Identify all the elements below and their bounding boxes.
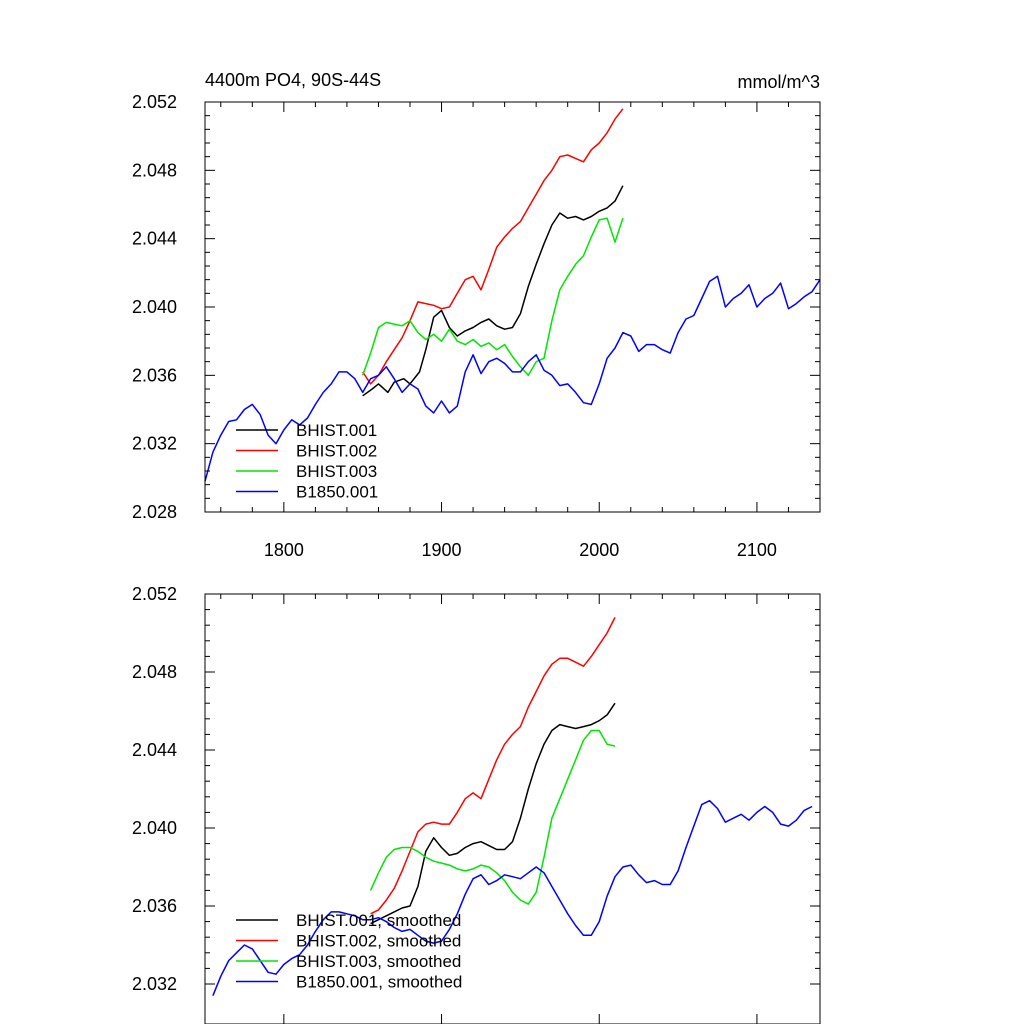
x-axis: 1800 1900 2000 2100 (220, 102, 821, 560)
series-group (212, 617, 813, 996)
legend-label: BHIST.003, smoothed (296, 952, 461, 971)
y-axis: 2.032 2.036 2.040 2.044 2.048 2.052 (132, 584, 820, 994)
x-tick-label: 1800 (264, 540, 304, 560)
y-tick-label: 2.040 (132, 818, 177, 838)
y-tick-label: 2.036 (132, 896, 177, 916)
panel-bottom: 2.032 2.036 2.040 2.044 2.048 2.052 BHIST.001… (132, 584, 821, 1024)
series-line-4 (204, 275, 821, 482)
y-tick-label: 2.048 (132, 160, 177, 180)
legend-label: BHIST.001, smoothed (296, 911, 461, 930)
legend-label: B1850.001, smoothed (296, 973, 462, 992)
legend-label: B1850.001 (296, 483, 378, 502)
chart-title: 4400m PO4, 90S-44S (205, 70, 381, 90)
series-line-3 (369, 729, 616, 905)
legend: BHIST.001, smoothed BHIST.002, smoothedBH… (236, 911, 462, 992)
series-group (204, 108, 821, 482)
y-tick-label: 2.040 (132, 297, 177, 317)
y-axis: 2.028 2.032 2.036 2.040 2.044 2.048 2.052 (132, 92, 820, 522)
y-tick-label: 2.052 (132, 584, 177, 604)
series-line-3 (361, 217, 624, 377)
y-tick-label: 2.048 (132, 662, 177, 682)
x-tick-label: 2100 (737, 540, 777, 560)
panel-top: 4400m PO4, 90S-44S mmol/m^3 2.0282.0322.… (132, 70, 821, 560)
y-tick-label: 2.044 (132, 740, 177, 760)
legend-label: BHIST.002 (296, 442, 377, 461)
y-tick-label: 2.032 (132, 974, 177, 994)
x-tick-label: 2000 (579, 540, 619, 560)
plot-frame (204, 593, 821, 1024)
y-tick-label: 2.036 (132, 365, 177, 385)
series-line-1 (362, 185, 624, 397)
legend-label: BHIST.002, smoothed (296, 932, 461, 951)
series-line-2 (362, 108, 624, 385)
units-label: mmol/m^3 (738, 72, 820, 92)
y-tick-label: 2.044 (132, 229, 177, 249)
y-tick-label: 2.032 (132, 434, 177, 454)
x-axis (220, 594, 821, 1024)
y-tick-label: 2.052 (132, 92, 177, 112)
x-tick-label: 1900 (422, 540, 462, 560)
legend-label: BHIST.003 (296, 462, 377, 481)
legend-label: BHIST.001 (296, 421, 377, 440)
y-tick-label: 2.028 (132, 502, 177, 522)
series-line-1 (370, 702, 616, 925)
series-line-4 (212, 799, 813, 996)
